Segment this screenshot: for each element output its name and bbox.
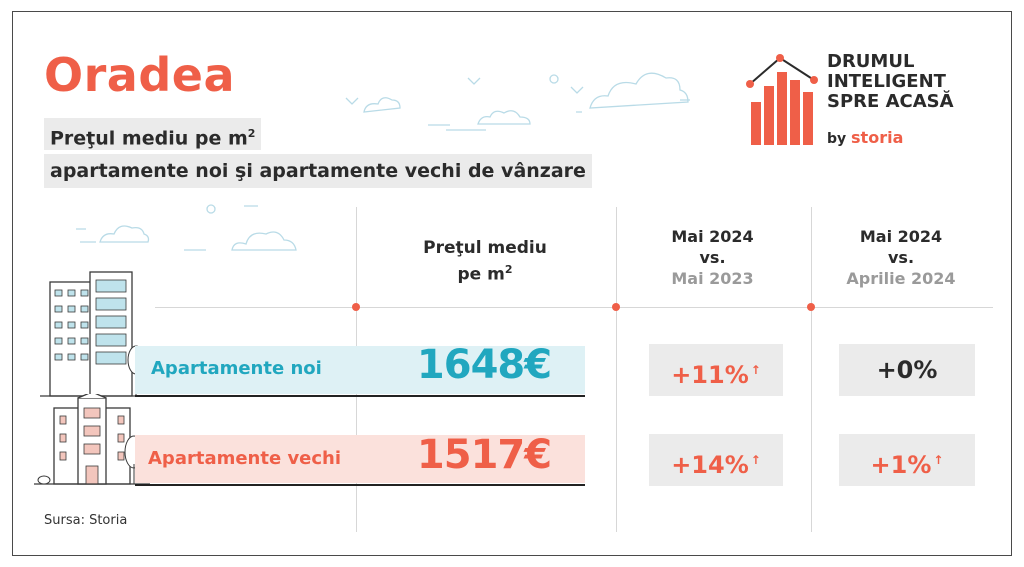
change-mom-old: +1% ↑ [839, 434, 975, 486]
grid-dot [612, 303, 620, 311]
arrow-up-icon: ↑ [750, 453, 761, 467]
change-mom-new: +0% [839, 344, 975, 396]
old-apartment-building-illustration [34, 394, 150, 485]
brand-title: DRUMUL INTELIGENT SPRE ACASĂ [827, 51, 954, 112]
row-band-old [135, 435, 585, 483]
row-label-new: Apartamente noi [151, 358, 322, 379]
column-divider [616, 207, 617, 532]
brand-byline: by storia [827, 128, 904, 147]
storia-wordmark: storia [851, 128, 904, 147]
page-title: Oradea [44, 48, 235, 102]
column-header-mom: Mai 2024 vs. Aprilie 2024 [846, 227, 956, 288]
storia-house-logo [746, 54, 818, 145]
column-header-yoy: Mai 2024 vs. Mai 2023 [671, 227, 754, 288]
subtitle-line-1: Preţul mediu pe m2 [44, 118, 262, 150]
price-new: 1648€ [416, 342, 552, 388]
arrow-up-icon: ↑ [933, 453, 944, 467]
column-header-price: Preţul mediu pe m2 [423, 238, 547, 285]
new-apartment-building-illustration [40, 271, 150, 397]
subtitle-line-2: apartamente noi şi apartamente vechi de … [44, 154, 592, 188]
source-note: Sursa: Storia [44, 513, 128, 528]
price-old: 1517€ [416, 432, 552, 478]
change-yoy-old: +14% ↑ [649, 434, 783, 486]
arrow-up-icon: ↑ [750, 363, 761, 377]
header-divider [155, 307, 993, 308]
row-baseline-old [135, 484, 585, 486]
row-band-new [135, 346, 585, 394]
row-baseline-new [135, 395, 585, 397]
column-divider [811, 207, 812, 532]
row-label-old: Apartamente vechi [148, 448, 342, 469]
grid-dot [352, 303, 360, 311]
grid-dot [807, 303, 815, 311]
change-yoy-new: +11% ↑ [649, 344, 783, 396]
